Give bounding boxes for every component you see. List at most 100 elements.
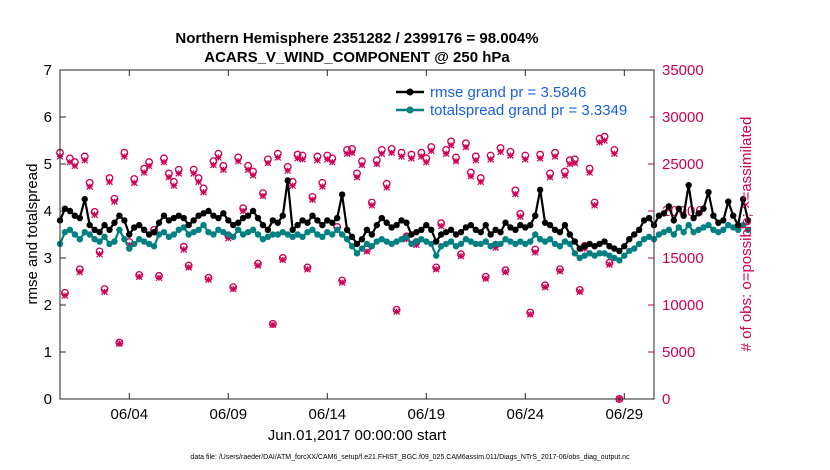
spread-point bbox=[635, 240, 643, 248]
obs-assimilated-point bbox=[472, 156, 480, 164]
spread-point bbox=[249, 226, 257, 233]
obs-assimilated-point bbox=[531, 248, 539, 256]
obs-assimilated-point bbox=[606, 261, 613, 269]
obs-assimilated-point bbox=[586, 169, 594, 176]
rmse-point bbox=[546, 221, 554, 229]
spread-point bbox=[502, 236, 509, 243]
rmse-point bbox=[452, 231, 460, 238]
obs-assimilated-point bbox=[338, 279, 346, 286]
spread-point bbox=[730, 224, 737, 231]
spread-point bbox=[546, 236, 554, 243]
rmse-point bbox=[685, 181, 692, 189]
rmse-point bbox=[145, 231, 153, 238]
rmse-point bbox=[190, 217, 197, 224]
spread-point bbox=[507, 238, 514, 245]
rmse-point bbox=[551, 226, 559, 233]
spread-point bbox=[235, 226, 242, 233]
spread-point bbox=[556, 243, 564, 250]
obs-assimilated-point bbox=[373, 160, 381, 168]
spread-point bbox=[91, 236, 98, 243]
rmse-point bbox=[314, 217, 321, 224]
rmse-point bbox=[418, 226, 425, 233]
footnote: data file: /Users/raeder/DAI/ATM_forcXX/… bbox=[190, 454, 630, 461]
y2-tick-label: 25000 bbox=[662, 156, 704, 173]
rmse-point bbox=[150, 228, 158, 236]
obs-assimilated-point bbox=[383, 184, 391, 191]
legend-spread-label: totalspread grand pr = 3.3349 bbox=[430, 102, 627, 119]
rmse-point bbox=[690, 214, 697, 222]
rmse-point bbox=[541, 219, 549, 226]
spread-point bbox=[626, 247, 633, 255]
rmse-point bbox=[536, 186, 544, 194]
spread-point bbox=[497, 240, 504, 248]
obs-assimilated-point bbox=[318, 183, 326, 190]
chart-subtitle: ACARS_V_WIND_COMPONENT @ 250 hPa bbox=[204, 49, 510, 66]
legend: rmse grand pr = 3.5846 totalspread grand… bbox=[392, 78, 650, 122]
rmse-point bbox=[81, 196, 88, 203]
spread-point bbox=[279, 228, 286, 236]
y-axis-label: rmse and totalspread bbox=[24, 164, 41, 305]
spread-point bbox=[571, 250, 578, 257]
spread-point bbox=[76, 236, 84, 243]
spread-point bbox=[254, 231, 262, 238]
rmse-point bbox=[66, 207, 74, 215]
spread-point bbox=[645, 233, 653, 241]
spread-point bbox=[428, 240, 435, 248]
rmse-point bbox=[304, 219, 311, 226]
rmse-point bbox=[259, 221, 267, 229]
rmse-point bbox=[576, 245, 583, 252]
obs-assimilated-point bbox=[115, 340, 123, 347]
rmse-point bbox=[403, 219, 410, 226]
spread-point bbox=[353, 250, 361, 257]
spread-point bbox=[739, 221, 747, 229]
rmse-point bbox=[264, 226, 272, 233]
rmse-point bbox=[319, 221, 326, 229]
obs-assimilated-point bbox=[229, 285, 237, 293]
spread-point bbox=[660, 228, 668, 236]
spread-point bbox=[165, 233, 173, 241]
rmse-point bbox=[299, 217, 306, 224]
spread-point bbox=[136, 236, 143, 243]
spread-point bbox=[264, 233, 272, 241]
spread-point bbox=[616, 257, 623, 264]
spread-point bbox=[457, 240, 465, 248]
spread-point bbox=[363, 240, 371, 248]
obs-assimilated-point bbox=[195, 178, 203, 186]
legend-rmse-label: rmse grand pr = 3.5846 bbox=[430, 84, 586, 101]
rmse-point bbox=[215, 214, 222, 222]
spread-point bbox=[680, 228, 687, 236]
spread-point bbox=[566, 240, 574, 248]
spread-point bbox=[319, 233, 326, 241]
spread-point bbox=[705, 221, 712, 229]
spread-point bbox=[670, 231, 677, 238]
rmse-point bbox=[532, 212, 539, 219]
rmse-point bbox=[507, 224, 514, 231]
rmse-point bbox=[462, 224, 470, 231]
spread-point bbox=[185, 231, 192, 238]
spread-point bbox=[413, 238, 420, 245]
spread-point bbox=[591, 252, 598, 259]
rmse-point bbox=[126, 231, 133, 238]
rmse-point bbox=[556, 228, 564, 236]
rmse-point bbox=[368, 231, 376, 238]
spread-point bbox=[230, 233, 237, 241]
spread-point bbox=[175, 226, 182, 233]
rmse-point bbox=[635, 226, 643, 233]
obs-assimilated-point bbox=[601, 137, 608, 144]
obs-assimilated-point bbox=[422, 158, 430, 166]
rmse-point bbox=[725, 198, 732, 205]
rmse-point bbox=[269, 217, 277, 224]
rmse-point bbox=[324, 217, 331, 224]
spread-point bbox=[581, 252, 588, 259]
obs-assimilated-point bbox=[427, 147, 435, 155]
rmse-point bbox=[675, 205, 682, 212]
rmse-point bbox=[348, 233, 356, 241]
rmse-point bbox=[482, 221, 489, 229]
rmse-point bbox=[71, 212, 79, 219]
y2-tick-label: 10000 bbox=[662, 297, 704, 314]
obs-assimilated-point bbox=[274, 153, 282, 161]
obs-assimilated-point bbox=[140, 169, 148, 176]
rmse-point bbox=[611, 245, 618, 252]
obs-assimilated-point bbox=[343, 150, 351, 158]
obs-assimilated-point bbox=[214, 153, 222, 161]
